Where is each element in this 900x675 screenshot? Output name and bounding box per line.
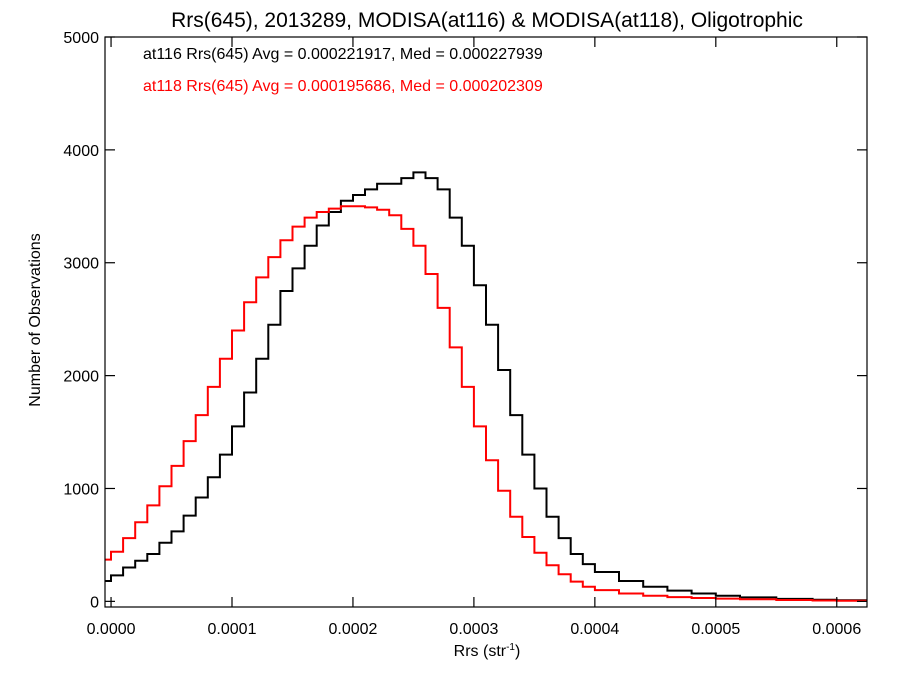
x-axis-label-close: ) [515,643,520,660]
x-tick-label: 0.0006 [812,621,861,638]
y-tick-label: 2000 [63,369,99,386]
y-tick-label: 3000 [63,256,99,273]
plot-area-frame [104,36,868,608]
x-tick-label: 0.0002 [328,621,377,638]
y-tick-label: 0 [90,594,99,611]
chart-title: Rrs(645), 2013289, MODISA(at116) & MODIS… [171,9,803,32]
x-axis-label: Rrs (str-1) [454,642,521,660]
x-tick-label: 0.0004 [570,621,619,638]
x-tick-label: 0.0003 [449,621,498,638]
y-tick-label: 4000 [63,143,99,160]
series-line-at116 [105,171,867,602]
series-line-at118 [105,205,867,602]
x-axis-label-exponent: -1 [506,642,515,653]
x-axis-label-text: Rrs (str [454,643,507,660]
y-axis-label: Number of Observations [27,233,44,406]
x-tick-label: 0.0005 [691,621,740,638]
x-axis: 0.0000 0.0001 0.0002 0.0003 0.0004 0.0005 0.00… [87,37,861,638]
x-tick-label: 0.0001 [208,621,257,638]
y-axis: 0 1000 2000 3000 4000 5000 [63,30,867,611]
series-annotation-at116: at116 Rrs(645) Avg = 0.000221917, Med = … [143,46,543,63]
y-tick-label: 1000 [63,481,99,498]
series-annotation-at118: at118 Rrs(645) Avg = 0.000195686, Med = … [143,78,543,95]
x-tick-label: 0.0000 [87,621,136,638]
legend: at116 Rrs(645) Avg = 0.000221917, Med = … [143,46,543,95]
y-tick-label: 5000 [63,30,99,47]
